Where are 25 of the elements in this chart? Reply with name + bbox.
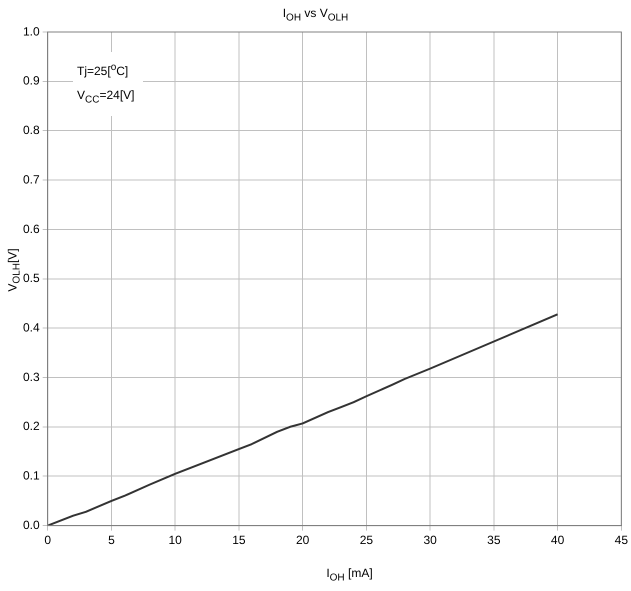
x-tick-label: 10 — [168, 533, 182, 548]
y-tick-label: 0.7 — [22, 172, 40, 186]
x-tick-label: 0 — [44, 533, 52, 548]
y-tick-label: 1.0 — [22, 24, 40, 38]
x-tick-label: 25 — [360, 533, 374, 548]
x-axis-title: I$_{OH}$ [mA] — [325, 566, 374, 584]
x-tick-label: 35 — [487, 533, 501, 548]
y-tick-label: 0.9 — [22, 74, 40, 88]
y-tick-label: 0.2 — [22, 419, 40, 434]
y-tick-label: 0.4 — [22, 320, 40, 334]
x-tick-label: 45 — [614, 533, 628, 548]
annotation: Tj=25[$^{o}$C] — [77, 61, 130, 80]
x-tick-label: 40 — [550, 533, 565, 548]
chart-title: I$_{OH}$ vs V$_{OLH}$ — [282, 6, 350, 24]
annotation: V$_{CC}$=24[V] — [77, 87, 134, 108]
x-tick-label: 5 — [108, 533, 116, 548]
y-tick-label: 0.8 — [22, 123, 40, 138]
x-tick-label: 30 — [423, 533, 438, 548]
y-tick-label: 0.1 — [22, 468, 40, 483]
x-tick-label: 20 — [296, 533, 310, 548]
y-tick-label: 0.5 — [22, 271, 40, 286]
y-tick-label: 0.3 — [22, 370, 40, 384]
x-tick-label: 15 — [232, 533, 246, 548]
y-tick-label: 0.0 — [22, 518, 40, 532]
y-tick-label: 0.6 — [22, 222, 40, 236]
